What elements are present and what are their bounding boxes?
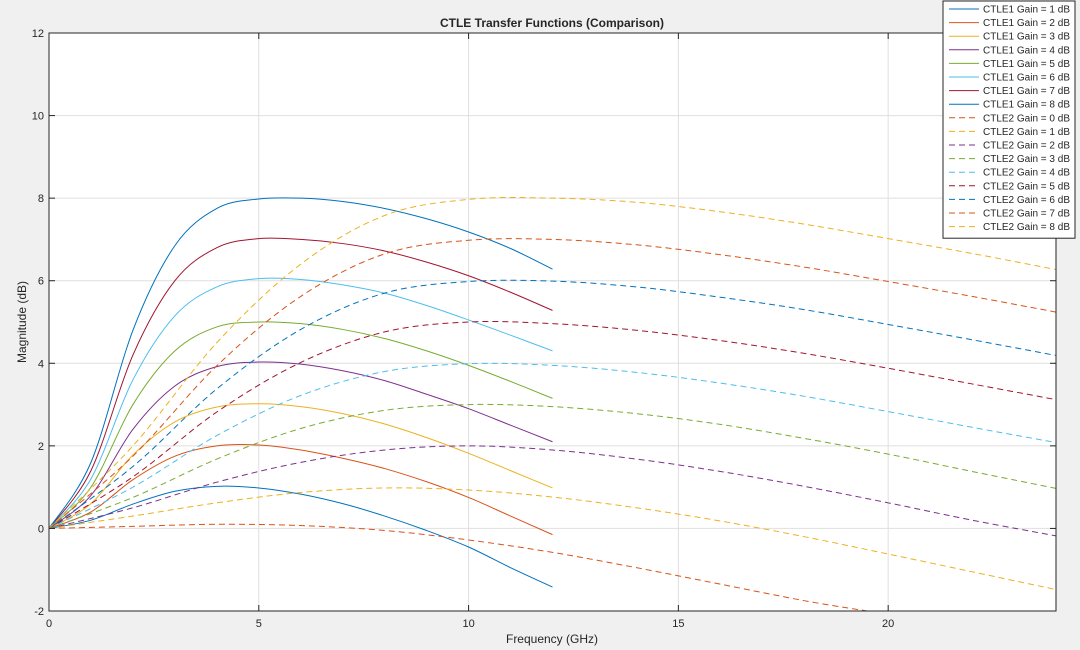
series-line-14 xyxy=(49,320,1056,529)
series-line-17 xyxy=(49,196,1056,529)
x-tick-label: 5 xyxy=(256,618,262,630)
legend-label: CTLE2 Gain = 4 dB xyxy=(983,168,1070,179)
legend-label: CTLE2 Gain = 6 dB xyxy=(983,195,1070,206)
legend-label: CTLE2 Gain = 2 dB xyxy=(983,141,1070,152)
legend-label: CTLE2 Gain = 5 dB xyxy=(983,181,1070,192)
legend-label: CTLE2 Gain = 8 dB xyxy=(983,222,1070,233)
y-tick-label: 8 xyxy=(38,193,44,205)
legend-label: CTLE2 Gain = 7 dB xyxy=(983,209,1070,220)
series-line-7 xyxy=(49,237,553,529)
series-line-2 xyxy=(49,443,553,536)
y-tick-label: 2 xyxy=(38,441,44,453)
y-tick-label: -2 xyxy=(34,606,44,618)
series-lines xyxy=(49,196,1056,611)
legend-label: CTLE1 Gain = 6 dB xyxy=(983,73,1070,84)
y-tick-label: 0 xyxy=(38,523,44,535)
series-line-3 xyxy=(49,403,553,529)
legend-label: CTLE1 Gain = 1 dB xyxy=(983,5,1070,16)
legend-label: CTLE1 Gain = 5 dB xyxy=(983,59,1070,70)
chart-title: CTLE Transfer Functions (Comparison) xyxy=(440,16,664,30)
x-tick-label: 15 xyxy=(672,618,684,630)
y-tick-label: 10 xyxy=(32,111,44,123)
legend-label: CTLE2 Gain = 1 dB xyxy=(983,127,1070,138)
series-line-12 xyxy=(49,403,1056,529)
legend-label: CTLE2 Gain = 0 dB xyxy=(983,113,1070,124)
x-tick-label: 0 xyxy=(46,618,52,630)
legend-label: CTLE1 Gain = 2 dB xyxy=(983,18,1070,29)
legend-label: CTLE1 Gain = 3 dB xyxy=(983,32,1070,43)
legend-label: CTLE2 Gain = 3 dB xyxy=(983,154,1070,165)
series-line-4 xyxy=(49,361,553,529)
series-line-9 xyxy=(49,523,868,611)
x-tick-label: 10 xyxy=(462,618,474,630)
series-line-11 xyxy=(49,445,1056,537)
legend-label: CTLE1 Gain = 7 dB xyxy=(983,86,1070,97)
series-line-6 xyxy=(49,277,553,529)
plot-frame xyxy=(48,32,1057,612)
legend-label: CTLE1 Gain = 8 dB xyxy=(983,100,1070,111)
y-axis-label: Magnitude (dB) xyxy=(15,281,29,363)
x-axis-label: Frequency (GHz) xyxy=(506,632,598,646)
legend-label: CTLE1 Gain = 4 dB xyxy=(983,45,1070,56)
y-tick-label: 12 xyxy=(32,28,44,40)
legend: CTLE1 Gain = 1 dB CTLE1 Gain = 2 dB CTLE1 … xyxy=(942,0,1076,239)
y-tick-label: 4 xyxy=(38,358,44,370)
series-line-16 xyxy=(49,238,1056,529)
series-line-1 xyxy=(49,485,553,588)
y-tick-label: 6 xyxy=(38,276,44,288)
series-line-15 xyxy=(49,279,1056,529)
series-line-8 xyxy=(49,197,553,529)
x-tick-label: 20 xyxy=(882,618,894,630)
series-line-13 xyxy=(49,362,1056,529)
series-line-5 xyxy=(49,321,553,529)
legend-box xyxy=(942,0,1076,239)
